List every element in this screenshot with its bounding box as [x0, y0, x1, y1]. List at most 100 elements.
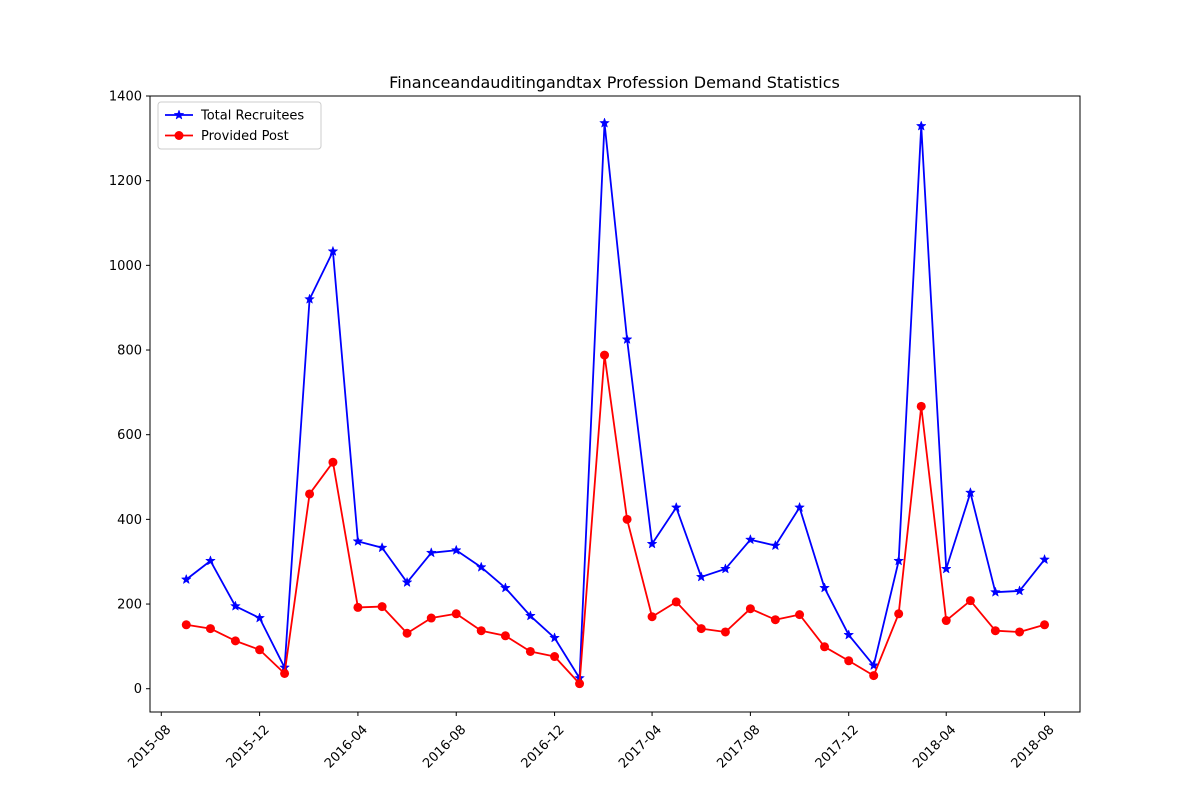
- x-tick-label: 2015-12: [224, 722, 273, 771]
- series-line: [186, 354, 1045, 685]
- x-tick-label: 2017-08: [714, 722, 763, 771]
- data-point: [769, 539, 781, 551]
- x-tick-label: 2015-08: [125, 722, 174, 771]
- data-point: [795, 610, 805, 620]
- data-point: [230, 636, 240, 646]
- data-point: [646, 538, 658, 549]
- data-point: [229, 600, 241, 611]
- data-point: [402, 628, 412, 638]
- data-point: [915, 120, 927, 131]
- data-point: [1040, 620, 1050, 630]
- data-point: [894, 609, 904, 619]
- data-point: [794, 501, 805, 513]
- data-point: [205, 555, 216, 566]
- data-point: [451, 609, 461, 619]
- data-point: [524, 610, 536, 621]
- data-point: [843, 629, 855, 640]
- data-point: [647, 612, 657, 622]
- data-point: [719, 563, 731, 574]
- data-point: [327, 245, 339, 256]
- data-point: [940, 563, 952, 574]
- x-tick-label: 2016-08: [420, 722, 469, 771]
- legend-label: Provided Post: [201, 129, 289, 144]
- data-point: [869, 671, 879, 681]
- y-tick-label: 600: [117, 428, 142, 443]
- data-point: [745, 604, 755, 614]
- data-point: [770, 615, 780, 625]
- data-point: [255, 645, 265, 655]
- x-tick-label: 2017-04: [616, 722, 665, 771]
- data-point: [305, 489, 315, 499]
- data-point: [820, 642, 830, 652]
- x-tick-label: 2018-04: [910, 722, 959, 771]
- data-point: [599, 117, 610, 128]
- data-point: [549, 632, 560, 643]
- data-point: [696, 624, 706, 634]
- y-tick-label: 400: [117, 513, 142, 528]
- data-point: [180, 573, 192, 585]
- data-point: [499, 582, 511, 593]
- data-point: [352, 535, 364, 547]
- series-line: [185, 122, 1046, 680]
- x-tick-label: 2018-08: [1009, 722, 1058, 771]
- data-point: [671, 597, 681, 607]
- data-point: [181, 620, 191, 630]
- data-point: [450, 544, 462, 555]
- y-tick-label: 1000: [109, 259, 142, 274]
- chart-title: Financeandauditingandtax Profession Dema…: [389, 73, 840, 92]
- y-tick-label: 1400: [109, 90, 142, 105]
- y-tick-label: 200: [117, 598, 142, 613]
- y-tick-label: 1200: [109, 174, 142, 189]
- legend-marker: [174, 131, 184, 140]
- data-point: [1015, 627, 1025, 637]
- data-point: [353, 602, 363, 612]
- data-point: [328, 457, 338, 467]
- data-point: [401, 576, 413, 588]
- data-point: [377, 602, 387, 612]
- plot-area: 0 200 400 600 800 1000 1200 1400 2015-08 2015-12 2…: [109, 90, 1081, 771]
- data-point: [1039, 553, 1050, 565]
- data-point: [600, 350, 610, 360]
- data-point: [205, 624, 215, 634]
- data-point: [1014, 585, 1025, 596]
- x-tick-label: 2016-12: [519, 722, 568, 771]
- data-point: [254, 612, 266, 623]
- data-point: [425, 547, 437, 558]
- plot-frame: [149, 95, 1081, 713]
- x-tick-label: 2017-12: [813, 722, 862, 771]
- data-point: [965, 596, 975, 606]
- y-tick-label: 0: [134, 682, 142, 697]
- legend-item: Provided Post: [165, 129, 289, 144]
- legend-marker: [173, 109, 185, 120]
- data-point: [720, 627, 730, 637]
- data-point: [990, 626, 1000, 636]
- data-point: [575, 679, 585, 689]
- data-point: [744, 533, 756, 545]
- data-point: [476, 626, 486, 636]
- legend-box: [157, 101, 322, 150]
- data-point: [964, 486, 976, 498]
- legend-label: Total Recruitees: [200, 109, 304, 124]
- x-tick-label: 2016-04: [322, 722, 371, 771]
- data-point: [868, 659, 880, 671]
- data-point: [475, 561, 487, 572]
- data-point: [893, 555, 905, 566]
- data-point: [916, 401, 926, 411]
- data-point: [304, 293, 315, 304]
- data-point: [819, 582, 830, 593]
- legend: Total Recruitees Provided Post: [157, 101, 322, 150]
- data-point: [376, 542, 388, 553]
- data-point: [621, 333, 633, 345]
- data-point: [426, 613, 436, 623]
- data-point: [695, 571, 707, 582]
- series-provided-post: [181, 350, 1050, 689]
- data-point: [844, 656, 854, 666]
- y-tick-label: 800: [117, 344, 142, 359]
- data-point: [280, 668, 290, 678]
- data-point: [622, 514, 632, 524]
- data-point: [500, 631, 510, 641]
- data-point: [550, 652, 560, 662]
- data-point: [941, 616, 951, 626]
